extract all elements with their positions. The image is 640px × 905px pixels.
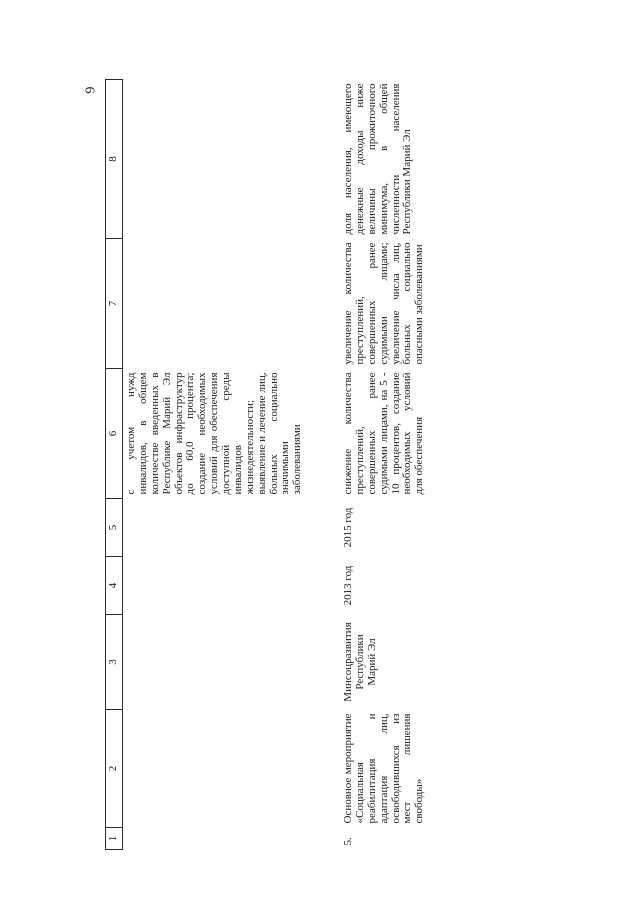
non-implementation-consequence: увеличение количества преступлений, сове… bbox=[342, 242, 426, 365]
start-year: 2013 год bbox=[342, 565, 354, 606]
header-row: 1 2 3 4 5 6 7 8 bbox=[105, 79, 123, 850]
header-col-2: 2 bbox=[105, 709, 123, 828]
executor: Минсоцразвития Республики Марий Эл bbox=[342, 622, 378, 702]
header-col-3: 3 bbox=[105, 614, 123, 710]
header-col-6: 6 bbox=[105, 368, 123, 499]
expected-result: снижение количества преступлений, соверш… bbox=[342, 372, 426, 495]
program-table: 1 2 3 4 5 6 7 8 с учетом нужд инвалидов,… bbox=[105, 79, 563, 850]
page-number: 6 bbox=[81, 86, 97, 94]
end-year: 2015 год bbox=[342, 507, 354, 548]
rotated-table-container: 1 2 3 4 5 6 7 8 с учетом нужд инвалидов,… bbox=[105, 79, 563, 850]
header-col-1: 1 bbox=[105, 827, 123, 850]
target-indicator: доля населения, имеющего денежные доходы… bbox=[342, 83, 414, 235]
header-col-7: 7 bbox=[105, 238, 123, 369]
header-col-4: 4 bbox=[105, 556, 123, 615]
table-row-5: 5. Основное мероприятие «Социальная реаб… bbox=[331, 80, 563, 850]
continuation-row: с учетом нужд инвалидов, в общем количес… bbox=[123, 80, 332, 850]
continuation-result-text: с учетом нужд инвалидов, в общем количес… bbox=[125, 372, 304, 495]
row-number: 5. bbox=[342, 837, 354, 846]
header-col-8: 8 bbox=[105, 79, 123, 239]
header-col-5: 5 bbox=[105, 498, 123, 557]
measure-name: Основное мероприятие «Социальная реабили… bbox=[342, 713, 426, 824]
